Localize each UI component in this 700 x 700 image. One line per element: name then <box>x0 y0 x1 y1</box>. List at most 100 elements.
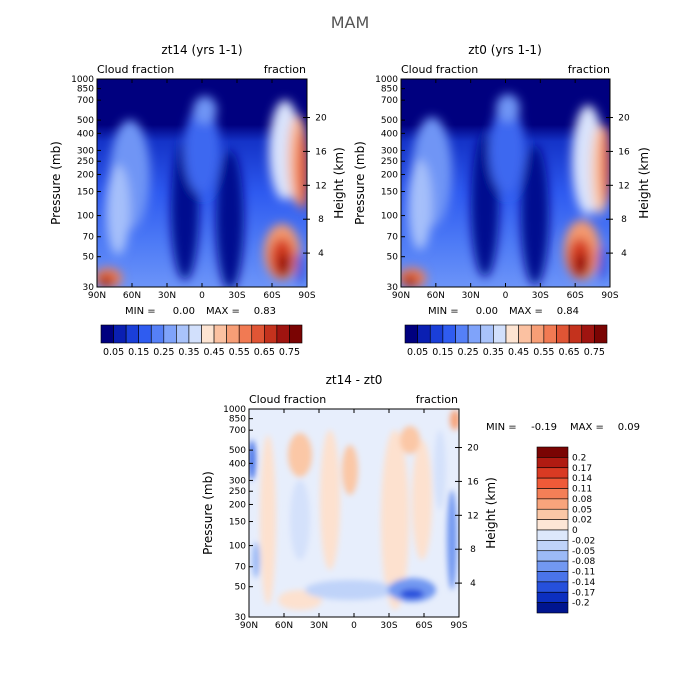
colorbar-swatch <box>188 324 202 344</box>
colorbar-swatch <box>429 324 444 344</box>
y-tick-label: 400 <box>381 129 398 139</box>
y-axis-label-right: Height (km) <box>484 477 498 548</box>
colorbar-label: 0.25 <box>458 347 479 358</box>
colorbar-swatch <box>251 324 265 344</box>
y-axis-label: Pressure (mb) <box>353 141 367 225</box>
colorbar: 0.05 0.15 0.25 0.35 0.45 0.55 0.65 0.75 <box>404 324 608 358</box>
y-tick-label: 100 <box>229 542 246 552</box>
colorbar-label: 0 <box>572 526 578 536</box>
panel-title: zt14 - zt0 <box>326 373 383 387</box>
colorbar-swatch <box>536 446 569 458</box>
y-tick-label: 250 <box>381 157 398 167</box>
panel-title: zt14 (yrs 1-1) <box>161 43 242 57</box>
colorbar-swatch <box>536 457 569 469</box>
colorbar-swatch <box>467 324 482 344</box>
x-tick-label: 90N <box>392 291 410 301</box>
y-ticks-right: 4 8 12 16 20 <box>303 114 327 259</box>
y-tick-label: 300 <box>77 146 94 156</box>
panel-difference: zt14 - zt0 Cloud fraction fraction <box>201 373 640 631</box>
colorbar-swatch <box>289 324 303 344</box>
colorbar-swatch <box>518 324 532 344</box>
y-tick-label: 500 <box>381 116 398 126</box>
colorbar-label: 0.11 <box>572 485 592 495</box>
colorbar-swatch <box>536 529 569 541</box>
colorbar-label: 0.65 <box>559 347 580 358</box>
y-tick-label: 1000 <box>71 75 94 85</box>
colorbar-swatch <box>536 508 569 520</box>
x-tick-label: 90N <box>88 291 106 301</box>
colorbar-swatch <box>493 324 507 344</box>
colorbar-label: 0.17 <box>572 464 592 474</box>
stat-min-value: -0.19 <box>531 422 557 433</box>
colorbar-swatch <box>594 324 608 344</box>
colorbar-swatch <box>581 324 595 344</box>
x-tick-label: 30N <box>462 291 480 301</box>
colorbar-swatch <box>536 477 569 489</box>
x-ticks: 90N 60N 30N 0 30S 60S 90S <box>88 79 316 301</box>
colorbar-swatch <box>163 324 177 344</box>
y-tick-label: 1000 <box>223 405 246 415</box>
y-tick-label: 500 <box>229 446 246 456</box>
colorbar-label: -0.05 <box>572 547 595 557</box>
colorbar-label: 0.08 <box>572 495 592 505</box>
y-right-tick-label: 4 <box>621 249 627 259</box>
x-tick-label: 0 <box>199 291 205 301</box>
colorbar-swatch <box>536 602 569 614</box>
y-ticks-right: 4 8 12 16 20 <box>606 114 630 259</box>
y-tick-label: 50 <box>387 253 399 263</box>
x-tick-label: 90S <box>450 621 467 631</box>
y-tick-label: 400 <box>229 459 246 469</box>
colorbar-swatch <box>264 324 278 344</box>
y-axis-label: Pressure (mb) <box>201 471 215 555</box>
x-tick-label: 30S <box>380 621 397 631</box>
colorbar-swatch <box>238 324 253 344</box>
heatmap-field <box>97 79 307 287</box>
colorbar-label: 0.14 <box>572 474 592 484</box>
panel-right-label: fraction <box>416 393 458 406</box>
colorbar-swatch <box>455 324 469 344</box>
y-tick-label: 300 <box>381 146 398 156</box>
colorbar-swatch <box>138 324 152 344</box>
x-tick-label: 0 <box>503 291 509 301</box>
y-axis-label-right: Height (km) <box>637 147 651 218</box>
stat-max-value: 0.09 <box>618 422 640 433</box>
colorbar-label: 0.55 <box>229 347 250 358</box>
colorbar-swatch <box>125 324 139 344</box>
y-tick-label: 70 <box>235 563 247 573</box>
panel-title: zt0 (yrs 1-1) <box>468 43 542 57</box>
y-right-tick-label: 8 <box>621 215 627 225</box>
y-tick-label: 1000 <box>375 75 398 85</box>
colorbar-label: 0.05 <box>572 505 592 515</box>
stat-min-label: MIN = <box>428 306 459 317</box>
y-tick-label: 30 <box>387 283 399 293</box>
colorbar-label: 0.05 <box>407 347 428 358</box>
y-axis-label: Pressure (mb) <box>49 141 63 225</box>
panel-left-label: Cloud fraction <box>249 393 326 406</box>
colorbar-swatch <box>480 324 494 344</box>
y-tick-label: 150 <box>77 188 94 198</box>
colorbar-swatch <box>536 540 569 552</box>
x-tick-label: 90N <box>240 621 258 631</box>
colorbar-label: 0.45 <box>508 347 529 358</box>
colorbar-swatch <box>113 324 127 344</box>
y-tick-label: 850 <box>381 85 398 95</box>
colorbar-label: 0.45 <box>203 347 224 358</box>
stat-min-label: MIN = <box>486 422 517 433</box>
colorbar-swatch <box>536 467 569 479</box>
x-tick-label: 0 <box>351 621 357 631</box>
x-ticks: 90N 60N 30N 0 30S 60S 90S <box>392 79 619 301</box>
y-tick-label: 500 <box>77 116 94 126</box>
colorbar-swatch <box>536 488 569 500</box>
y-ticks-right: 4 8 12 16 20 <box>455 444 479 589</box>
y-tick-label: 50 <box>83 253 95 263</box>
colorbar-label: 0.75 <box>584 347 605 358</box>
y-right-tick-label: 16 <box>315 147 327 157</box>
heatmap-field <box>401 79 610 287</box>
panel-left-label: Cloud fraction <box>401 63 478 76</box>
colorbar: 0.05 0.15 0.25 0.35 0.45 0.55 0.65 0.75 <box>100 324 303 358</box>
colorbar-swatch <box>176 324 190 344</box>
colorbar-label: -0.2 <box>572 599 590 609</box>
y-tick-label: 100 <box>77 212 94 222</box>
